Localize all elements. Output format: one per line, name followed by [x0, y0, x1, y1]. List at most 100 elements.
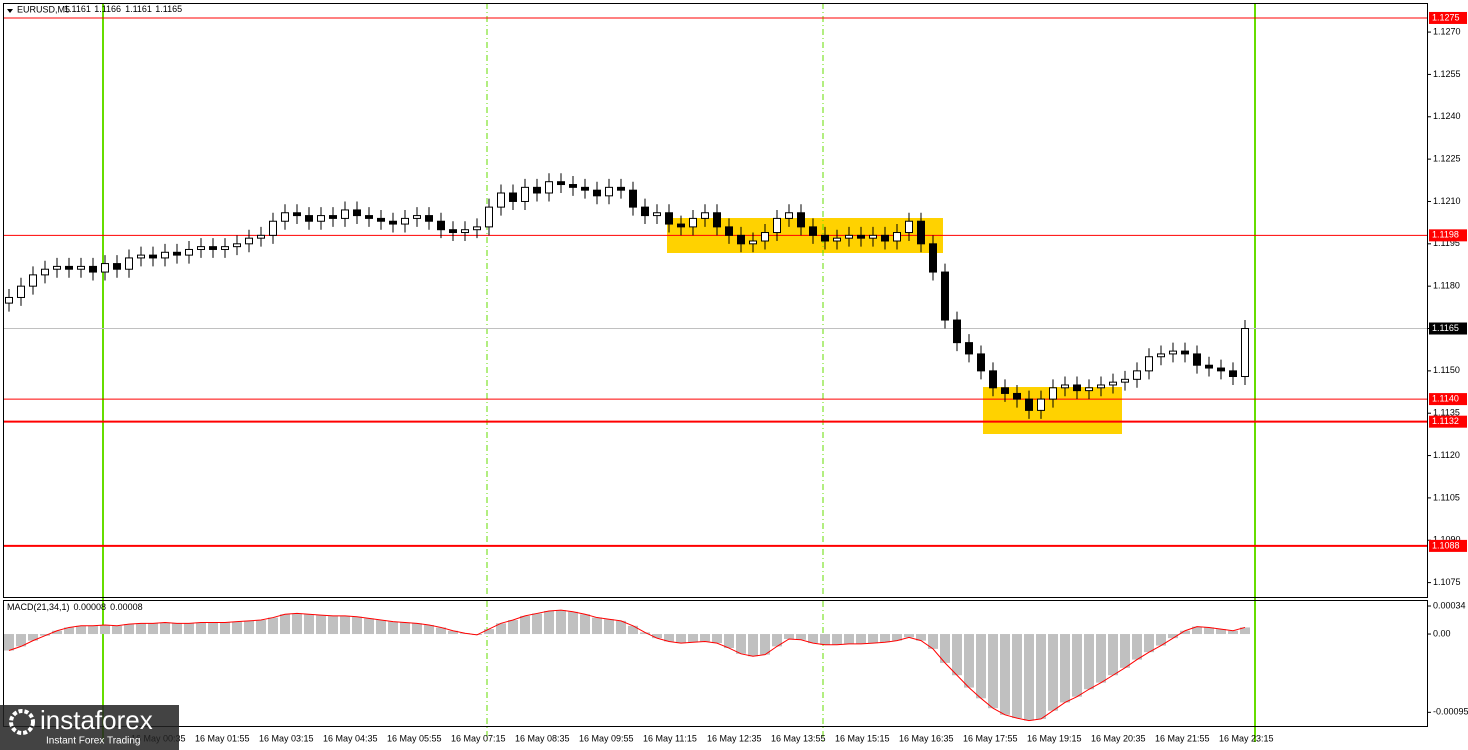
macd-bar	[340, 615, 350, 635]
macd-bar	[484, 629, 494, 635]
x-tick-label: 16 May 17:55	[963, 733, 1018, 743]
candle-body	[1049, 387, 1057, 400]
macd-bar	[1000, 634, 1010, 715]
candle-body	[629, 189, 637, 208]
candle-body	[1193, 353, 1201, 366]
y-tick-label: 1.1255	[1433, 69, 1461, 79]
macd-bar	[412, 623, 422, 635]
x-tick-label: 16 May 15:15	[835, 733, 890, 743]
macd-bar	[796, 634, 806, 640]
macd-bar	[1228, 630, 1238, 635]
candle-body	[293, 212, 301, 217]
candle-body	[797, 212, 805, 228]
level-box	[1429, 229, 1467, 242]
macd-bar	[100, 624, 110, 635]
level-box	[1429, 539, 1467, 552]
candle-body	[233, 243, 241, 248]
macd-bar	[88, 625, 98, 635]
macd-bar	[1168, 634, 1178, 639]
candle-body	[653, 212, 661, 217]
macd-bar	[580, 614, 590, 635]
y-tick-label: 1.1240	[1433, 111, 1461, 121]
macd-bar	[940, 634, 950, 663]
macd-bar	[232, 621, 242, 635]
level-box	[1429, 415, 1467, 428]
macd-bar	[136, 623, 146, 635]
candle-body	[245, 237, 253, 245]
y-tick-label: 1.1075	[1433, 577, 1461, 587]
candle-body	[1109, 381, 1117, 386]
ohlc-value: 1.1161	[125, 4, 152, 14]
x-tick-label: 16 May 23:15	[1219, 733, 1274, 743]
y-tick-label: 1.1210	[1433, 196, 1461, 206]
candle-body	[761, 232, 769, 242]
candle-body	[1217, 367, 1225, 372]
candle-body	[545, 181, 553, 194]
ohlc-readout: 1.1161 1.1166 1.1161 1.1165	[64, 4, 182, 14]
price-frame	[3, 3, 1428, 598]
candle-body	[353, 209, 361, 217]
candle-body	[833, 237, 841, 242]
ohlc-value: 1.1161	[64, 4, 91, 14]
macd-bar	[556, 610, 566, 635]
x-tick-label: 16 May 19:15	[1027, 733, 1082, 743]
candle-body	[257, 234, 265, 239]
candle-body	[281, 212, 289, 222]
macd-readout: 0.00008	[74, 602, 107, 612]
macd-bar	[508, 620, 518, 635]
y-tick-label: 1.1195	[1433, 238, 1460, 248]
candle-body	[581, 186, 589, 191]
candle-body	[989, 370, 997, 389]
macd-bar	[544, 610, 554, 635]
level-label: 1.1275	[1432, 12, 1460, 22]
macd-bar	[1024, 634, 1034, 721]
symbol: EURUSD,M5	[17, 4, 70, 14]
candle-body	[1133, 370, 1141, 380]
macd-bar	[1144, 634, 1154, 653]
macd-bar	[952, 634, 962, 676]
level-label: 1.1165	[1432, 323, 1459, 333]
macd-bar	[604, 619, 614, 635]
macd-bar	[1096, 634, 1106, 683]
logo-icon	[9, 709, 35, 735]
macd-bar	[76, 625, 86, 635]
candle-body	[461, 229, 469, 234]
candle-body	[665, 212, 673, 225]
macd-bar	[964, 634, 974, 688]
macd-bar	[916, 634, 926, 641]
macd-bar	[376, 620, 386, 635]
candle-body	[389, 220, 397, 225]
candle-body	[1169, 350, 1177, 355]
candle-body	[401, 217, 409, 225]
candle-body	[509, 192, 517, 202]
axes: 1.12701.12551.12401.12251.12101.11951.11…	[131, 11, 1468, 743]
candle-body	[569, 184, 577, 188]
tagline: Instant Forex Trading	[46, 736, 141, 747]
macd-bar	[904, 634, 914, 638]
macd-bar	[172, 623, 182, 635]
macd-bar	[736, 634, 746, 654]
menu-icon	[7, 9, 13, 13]
candle-body	[125, 257, 133, 270]
candle-body	[473, 226, 481, 231]
macd-bar	[640, 632, 650, 635]
y-tick-label: 1.1135	[1433, 408, 1460, 418]
y-tick-label: 1.1150	[1433, 365, 1460, 375]
candle-body	[425, 215, 433, 222]
candle-body	[17, 285, 25, 298]
macd-bar	[1120, 634, 1130, 668]
macd-bar	[748, 634, 758, 657]
candle-body	[29, 274, 37, 287]
x-tick-label: 16 May 07:15	[451, 733, 506, 743]
candle-body	[197, 246, 205, 250]
macd-bar	[28, 634, 38, 641]
macd-bar	[268, 617, 278, 635]
macd-bar	[1180, 630, 1190, 635]
macd-bar	[1156, 634, 1166, 646]
candle-body	[533, 186, 541, 194]
macd-bar	[52, 630, 62, 635]
x-tick-label: 16 May 08:35	[515, 733, 570, 743]
macd-bar	[196, 622, 206, 635]
candle-body	[317, 215, 325, 222]
candle-body	[341, 209, 349, 219]
